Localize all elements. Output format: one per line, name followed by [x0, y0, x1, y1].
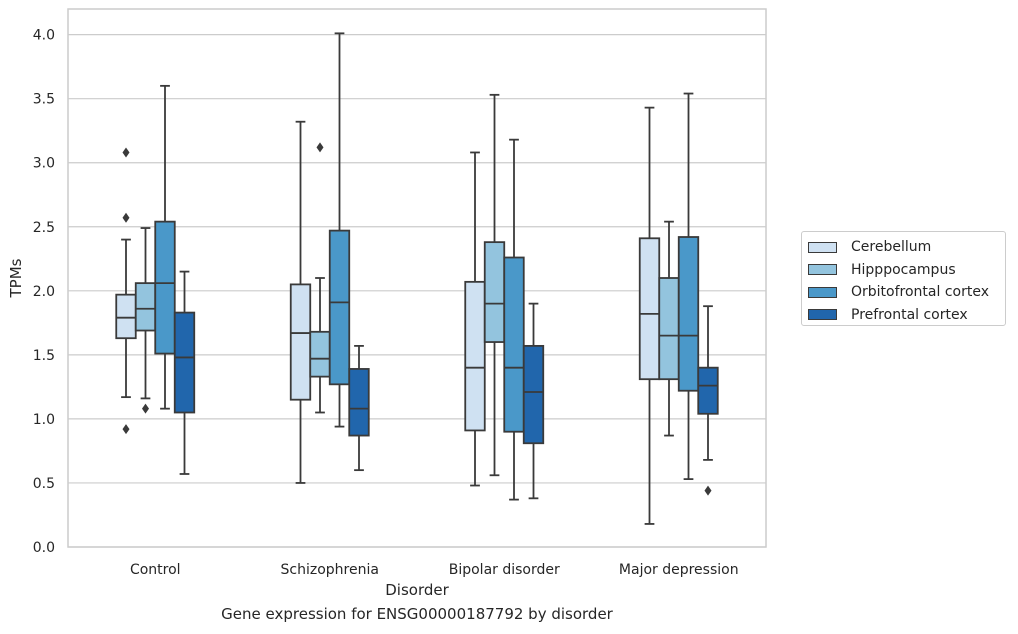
- legend-swatch: [808, 241, 837, 253]
- box-iqr: [309, 330, 331, 378]
- y-axis-ticks: 0.0 0.5 1.0 1.5 2.0 2.5 3.0 3.5 4.0: [33, 28, 55, 556]
- y-tick-label: 1.5: [33, 348, 55, 364]
- outlier-point: [122, 424, 130, 435]
- box-iqr: [658, 277, 680, 381]
- box-iqr: [638, 237, 661, 381]
- x-tick-label: Major depression: [619, 562, 739, 578]
- legend-label: Hipppocampus: [851, 261, 956, 278]
- box-iqr: [503, 256, 525, 433]
- y-tick-label: 1.0: [33, 412, 55, 428]
- outlier-point: [122, 147, 130, 158]
- legend-swatch: [808, 264, 837, 276]
- box-series: [115, 32, 719, 525]
- figure-caption: Gene expression for ENSG00000187792 by d…: [221, 605, 613, 623]
- box-iqr: [464, 280, 486, 432]
- box-iqr: [173, 311, 196, 414]
- legend-swatch: [808, 309, 837, 321]
- legend-label: Cerebellum: [851, 239, 932, 256]
- box-iqr: [522, 344, 545, 445]
- legend-label: Prefrontal cortex: [851, 306, 968, 323]
- legend-swatch: [808, 286, 837, 298]
- legend-item-prefrontal-cortex: Prefrontal cortex: [808, 304, 1005, 327]
- x-tick-label: Bipolar disorder: [449, 562, 560, 578]
- box-iqr: [677, 236, 700, 392]
- box-iqr: [115, 293, 137, 340]
- legend-label: Orbitofrontal cortex: [851, 284, 989, 301]
- x-tick-label: Control: [130, 562, 181, 578]
- legend-item-orbitofrontal-cortex: Orbitofrontal cortex: [808, 281, 1005, 304]
- y-tick-label: 4.0: [33, 28, 55, 44]
- box-iqr: [483, 241, 506, 343]
- y-tick-label: 0.5: [33, 476, 55, 492]
- y-tick-label: 2.0: [33, 284, 55, 300]
- box-iqr: [348, 368, 370, 437]
- y-tick-label: 0.0: [33, 540, 55, 556]
- legend: Cerebellum Hipppocampus Orbitofrontal co…: [801, 231, 1006, 326]
- y-tick-label: 2.5: [33, 220, 55, 236]
- box-iqr: [328, 229, 351, 386]
- outlier-point: [316, 142, 324, 153]
- plot-area-frame: [67, 8, 767, 548]
- outlier-point: [122, 212, 130, 223]
- legend-item-hippocampus: Hipppocampus: [808, 259, 1005, 282]
- box-iqr: [134, 282, 157, 332]
- box-iqr: [697, 366, 719, 415]
- y-tick-label: 3.0: [33, 156, 55, 172]
- box-iqr: [154, 220, 176, 355]
- outlier-point: [142, 403, 149, 414]
- outlier-point: [704, 485, 712, 496]
- x-axis-label: Disorder: [385, 581, 449, 599]
- legend-item-cerebellum: Cerebellum: [808, 236, 1005, 259]
- box-iqr: [289, 283, 312, 401]
- x-axis-ticks: Control Schizophrenia Bipolar disorder Majo…: [130, 562, 739, 578]
- y-axis-label: TPMs: [7, 258, 25, 298]
- y-tick-label: 3.5: [33, 92, 55, 108]
- x-tick-label: Schizophrenia: [281, 562, 379, 578]
